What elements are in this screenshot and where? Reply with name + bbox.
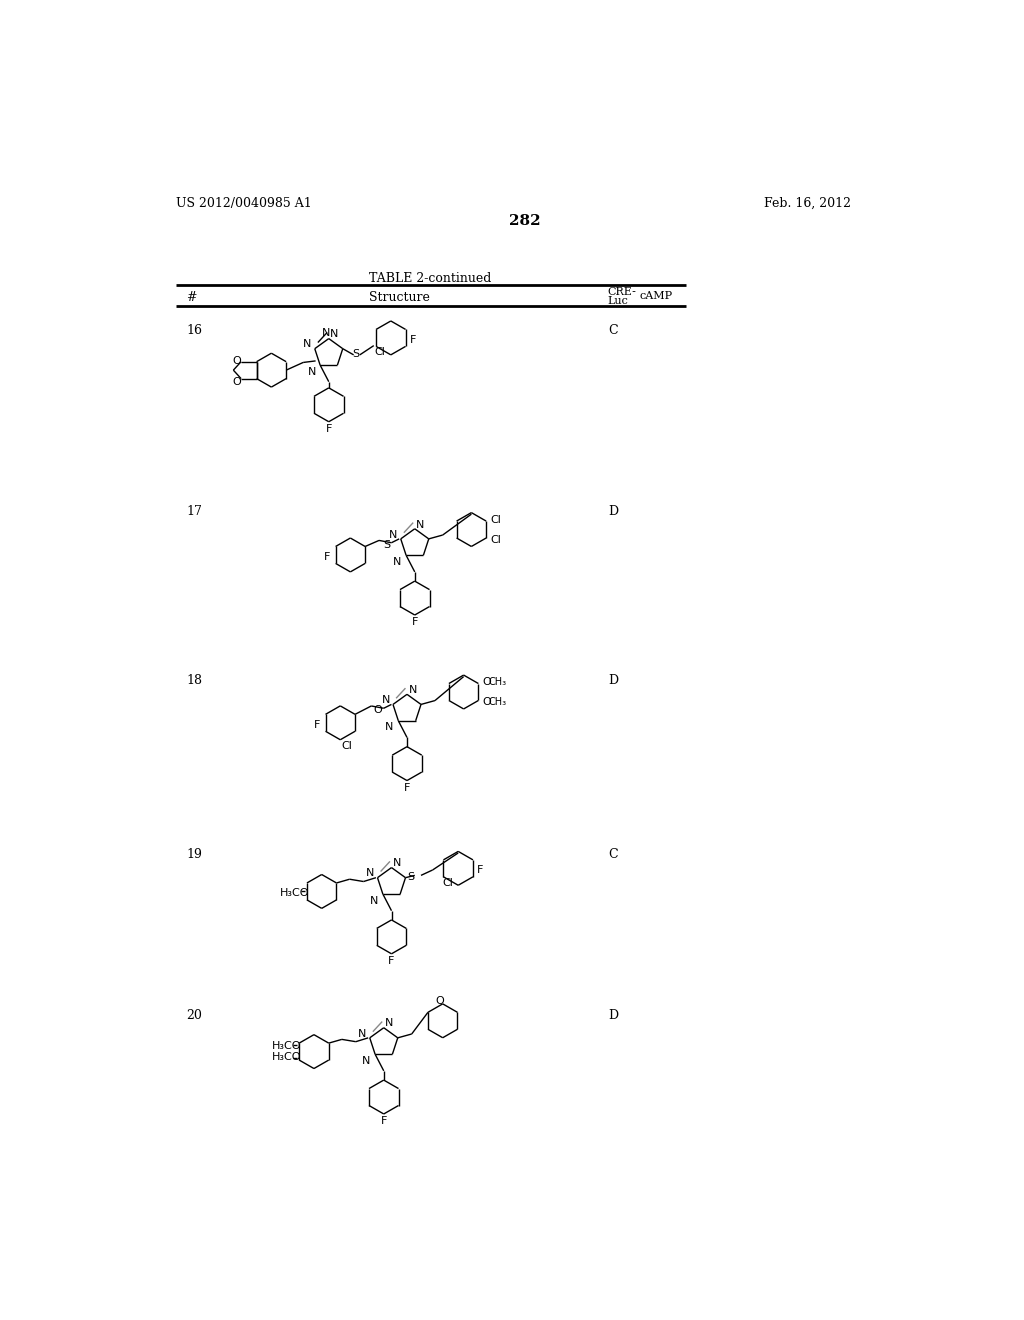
Text: N: N [362,1056,371,1065]
Text: F: F [381,1117,387,1126]
Text: H₃CO: H₃CO [280,888,309,899]
Text: Luc: Luc [607,296,628,306]
Text: N: N [308,367,316,376]
Text: Cl: Cl [489,515,501,525]
Text: O: O [232,356,241,366]
Text: S: S [383,540,390,549]
Text: 20: 20 [186,1010,202,1022]
Text: N: N [417,520,425,529]
Text: CH₃: CH₃ [488,697,507,708]
Text: S: S [408,873,414,882]
Text: F: F [410,335,416,345]
Text: #: # [186,290,197,304]
Text: N: N [385,722,393,733]
Text: 18: 18 [186,675,202,688]
Text: N: N [409,685,417,696]
Text: US 2012/0040985 A1: US 2012/0040985 A1 [176,197,311,210]
Text: F: F [324,552,330,562]
Text: N: N [370,895,378,906]
Text: N: N [389,529,397,540]
Text: N: N [303,339,311,350]
Text: Structure: Structure [369,290,430,304]
Text: C: C [608,323,618,337]
Text: N: N [358,1028,367,1039]
Text: cAMP: cAMP [640,290,673,301]
Text: C: C [608,847,618,861]
Text: N: N [393,858,401,869]
Text: N: N [382,696,390,705]
Text: Cl: Cl [489,535,501,545]
Text: N: N [322,327,330,338]
Text: S: S [352,350,359,359]
Text: F: F [477,866,483,875]
Text: CH₃: CH₃ [488,677,507,688]
Text: F: F [403,783,411,793]
Text: F: F [412,618,418,627]
Text: Feb. 16, 2012: Feb. 16, 2012 [764,197,851,210]
Text: N: N [393,557,401,566]
Text: D: D [608,675,618,688]
Text: O: O [482,697,490,708]
Text: Cl: Cl [342,742,352,751]
Text: F: F [388,956,394,966]
Text: D: D [608,1010,618,1022]
Text: H₃CO: H₃CO [272,1052,302,1063]
Text: O: O [374,705,382,715]
Text: 19: 19 [186,847,202,861]
Text: 17: 17 [186,506,202,517]
Text: F: F [313,719,321,730]
Text: N: N [366,869,375,878]
Text: O: O [435,997,444,1006]
Text: CRE-: CRE- [607,286,636,297]
Text: O: O [482,677,490,688]
Text: 16: 16 [186,323,202,337]
Text: O: O [232,378,241,387]
Text: N: N [385,1019,393,1028]
Text: F: F [326,424,332,434]
Text: H₃CO: H₃CO [272,1040,302,1051]
Text: 282: 282 [509,214,541,228]
Text: TABLE 2-continued: TABLE 2-continued [369,272,492,285]
Text: Cl: Cl [442,878,453,888]
Text: N: N [331,330,339,339]
Text: D: D [608,506,618,517]
Text: Cl: Cl [375,347,385,358]
